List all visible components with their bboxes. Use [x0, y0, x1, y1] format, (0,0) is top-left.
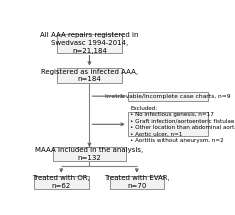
FancyBboxPatch shape	[128, 92, 208, 101]
FancyBboxPatch shape	[53, 147, 126, 161]
FancyBboxPatch shape	[57, 34, 122, 53]
Text: Registered as infected AAA,
n=184: Registered as infected AAA, n=184	[41, 69, 138, 82]
Text: All AAA repairs registered in
Swedvasc 1994-2014,
n=21,184: All AAA repairs registered in Swedvasc 1…	[40, 32, 139, 54]
FancyBboxPatch shape	[128, 112, 208, 136]
FancyBboxPatch shape	[110, 176, 164, 189]
Text: Irretrievable/Incomplete case charts, n=9: Irretrievable/Incomplete case charts, n=…	[105, 94, 231, 99]
Text: Treated with EVAR,
n=70: Treated with EVAR, n=70	[104, 175, 170, 189]
Text: MAAA included in the analysis,
n=132: MAAA included in the analysis, n=132	[35, 147, 144, 161]
FancyBboxPatch shape	[57, 68, 122, 83]
Text: Excluded:
• No infectious genesis, n=17
• Graft infection/aortoenteric fistulae,: Excluded: • No infectious genesis, n=17 …	[130, 106, 235, 143]
Text: Treated with OR,
n=62: Treated with OR, n=62	[32, 175, 90, 189]
FancyBboxPatch shape	[34, 176, 89, 189]
